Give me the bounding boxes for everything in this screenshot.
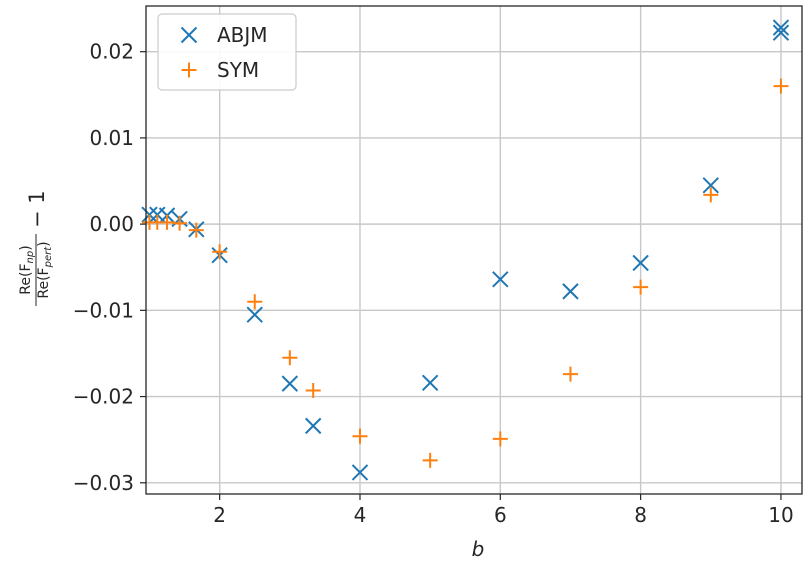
sym-data-point (703, 187, 719, 203)
legend-label-abjm: ABJM (217, 23, 268, 47)
x-axis-label: b (472, 537, 485, 561)
legend-marker-sym (181, 62, 197, 78)
abjm-data-point (281, 375, 299, 392)
abjm-data-point (246, 306, 263, 323)
x-tick-label: 8 (634, 503, 647, 527)
abjm-data-point (304, 417, 322, 435)
sym-data-point (282, 350, 298, 366)
sym-data-point (422, 452, 438, 468)
sym-data-point (773, 78, 789, 94)
y-label-numerator: Re(Fnp) (18, 245, 36, 294)
abjm-data-point (702, 177, 719, 194)
y-tick-label: −0.02 (73, 385, 134, 409)
abjm-data-point (562, 283, 579, 300)
y-tick-label: 0.00 (89, 212, 134, 236)
sym-data-point (305, 383, 321, 399)
abjm-data-point (421, 374, 439, 391)
legend-label-sym: SYM (217, 58, 259, 82)
axes: 2 4 6 8 10 −0.03 −0.02 −0.01 0.00 0.01 0.02 (73, 40, 794, 527)
sym-data-point (247, 294, 263, 310)
abjm-data-point (632, 254, 649, 272)
sym-data-point (492, 431, 508, 447)
sym-data-point (159, 214, 175, 230)
y-label-minus-one: − 1 (25, 190, 49, 228)
abjm-data-point (772, 19, 790, 36)
sym-data-point (352, 428, 368, 444)
y-tick-label: −0.01 (73, 298, 134, 322)
abjm-data-point (351, 464, 369, 481)
sym-data-point (562, 366, 578, 382)
y-tick-label: −0.03 (73, 471, 134, 495)
plot-frame (145, 5, 803, 495)
sym-data-point (212, 244, 228, 260)
abjm-data-point (141, 206, 158, 223)
x-tick-label: 10 (768, 503, 793, 527)
legend-marker-abjm (180, 26, 198, 44)
y-tick-label: 0.02 (89, 40, 134, 64)
data-markers (141, 19, 790, 481)
sym-data-point (633, 279, 649, 295)
legend: ABJM SYM (157, 13, 297, 91)
x-tick-label: 6 (494, 503, 507, 527)
y-label-denominator: Re(Fpert) (36, 241, 54, 298)
y-axis-label: Re(Fnp) Re(Fpert) − 1 (18, 190, 54, 306)
sym-data-point (188, 222, 204, 238)
x-tick-label: 4 (354, 503, 367, 527)
y-tick-label: 0.01 (89, 126, 134, 150)
abjm-data-point (772, 24, 790, 41)
x-tick-label: 2 (213, 503, 226, 527)
sym-data-point (172, 215, 188, 231)
abjm-data-point (492, 271, 509, 288)
